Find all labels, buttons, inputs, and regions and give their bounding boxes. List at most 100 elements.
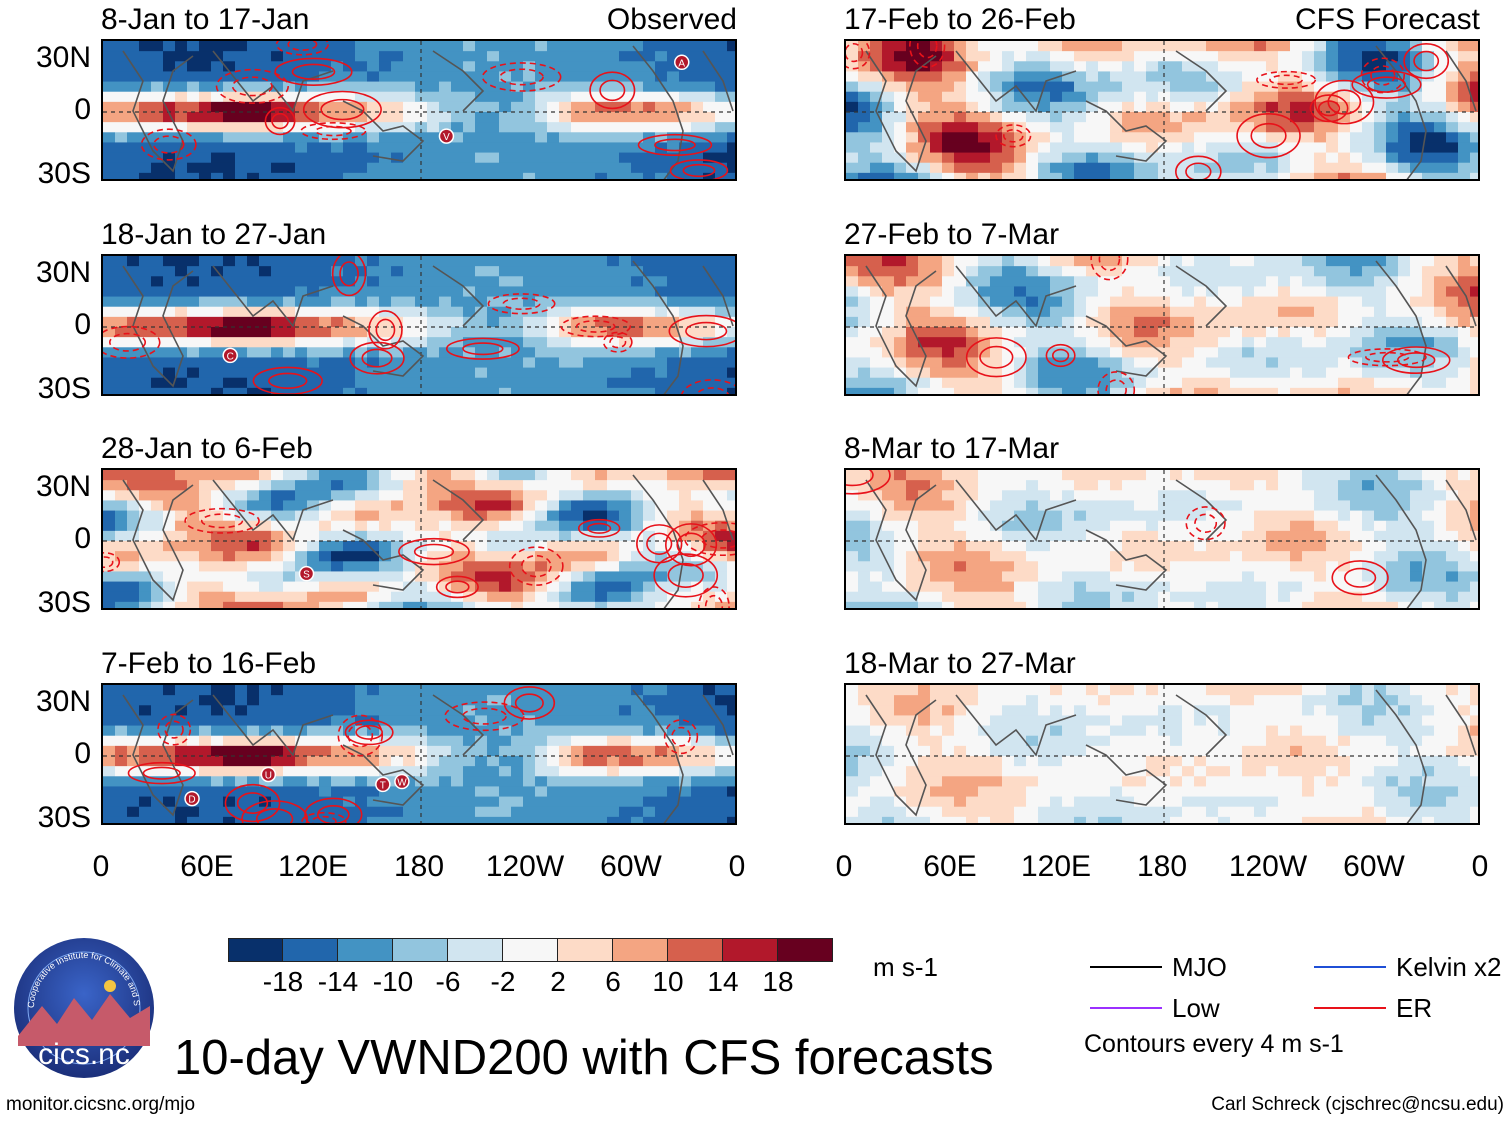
field-cell [643,480,656,491]
field-cell [151,551,164,562]
field-cell [103,306,116,318]
field-cell [331,470,344,481]
field-cell [535,387,548,394]
field-cell [115,357,128,369]
field-cell [1002,81,1015,93]
field-cell [1230,152,1243,164]
coastline [1445,50,1477,112]
field-cell [1446,306,1459,318]
field-cell [679,735,692,747]
field-cell [223,81,236,93]
field-cell [715,71,728,83]
field-cell [139,91,152,103]
field-cell [475,81,488,93]
field-cell [727,387,735,394]
field-cell [1074,51,1087,62]
field-cell [355,480,368,491]
field-cell [1002,367,1015,379]
field-cell [451,470,464,481]
field-cell [1398,357,1411,369]
field-cell [1026,142,1039,154]
field-cell [1434,256,1447,267]
field-cell [307,776,320,788]
field-cell [223,735,236,747]
field-cell [1194,306,1207,318]
field-cell [571,357,584,369]
field-cell [463,61,476,73]
field-cell [319,581,332,593]
field-cell [1254,61,1267,73]
field-cell [1050,551,1063,562]
field-cell [942,357,955,369]
field-cell [139,132,152,144]
field-cell [1062,520,1075,532]
field-cell [1230,296,1243,308]
field-cell [703,745,716,757]
field-cell [655,796,668,808]
field-cell [487,520,500,532]
field-cell [1470,347,1478,359]
field-cell [307,510,320,522]
field-cell [559,816,572,823]
field-cell [631,162,644,174]
field-cell [990,387,1003,394]
field-cell [319,51,332,62]
field-cell [1062,122,1075,133]
field-cell [403,81,416,93]
field-cell [115,276,128,288]
field-cell [247,162,260,174]
field-cell [319,766,332,777]
field-cell [139,581,152,593]
field-cell [367,695,380,706]
field-cell [1014,71,1027,83]
field-cell [127,745,140,757]
field-cell [331,316,344,328]
field-cell [331,806,344,818]
field-cell [1218,112,1231,123]
field-cell [307,387,320,394]
field-cell [1470,276,1478,288]
field-cell [331,725,344,737]
field-cell [1398,276,1411,288]
field-cell [175,256,188,267]
field-cell [139,541,152,552]
field-cell [1002,41,1015,52]
field-cell [451,162,464,174]
field-cell [1146,316,1159,328]
field-cell [1158,41,1171,52]
field-cell [858,541,871,552]
field-cell [127,256,140,267]
field-cell [906,91,919,103]
er-contour [1347,348,1427,367]
field-cell [1278,132,1291,144]
field-cell [475,816,488,823]
field-cell [271,510,284,522]
field-cell [1458,367,1471,379]
field-cell [499,337,512,348]
field-cell [1002,581,1015,593]
field-cell [331,766,344,777]
field-cell [942,132,955,144]
field-cell [595,695,608,706]
field-cell [583,122,596,133]
field-cell [1314,347,1327,359]
field-cell [499,571,512,583]
field-cell [691,132,704,144]
field-cell [1026,61,1039,73]
field-cell [391,581,404,593]
field-cell [199,766,212,777]
field-cell [547,796,560,808]
er-contour [560,315,632,338]
field-cell [643,806,656,818]
field-cell [1350,101,1363,113]
field-cell [547,152,560,164]
field-cell [163,480,176,491]
field-cell [271,142,284,154]
field-cell [259,470,272,481]
field-cell [930,601,943,608]
field-cell [1302,286,1315,298]
field-cell [199,715,212,727]
field-cell [703,725,716,737]
field-cell [439,520,452,532]
field-cell [139,81,152,93]
